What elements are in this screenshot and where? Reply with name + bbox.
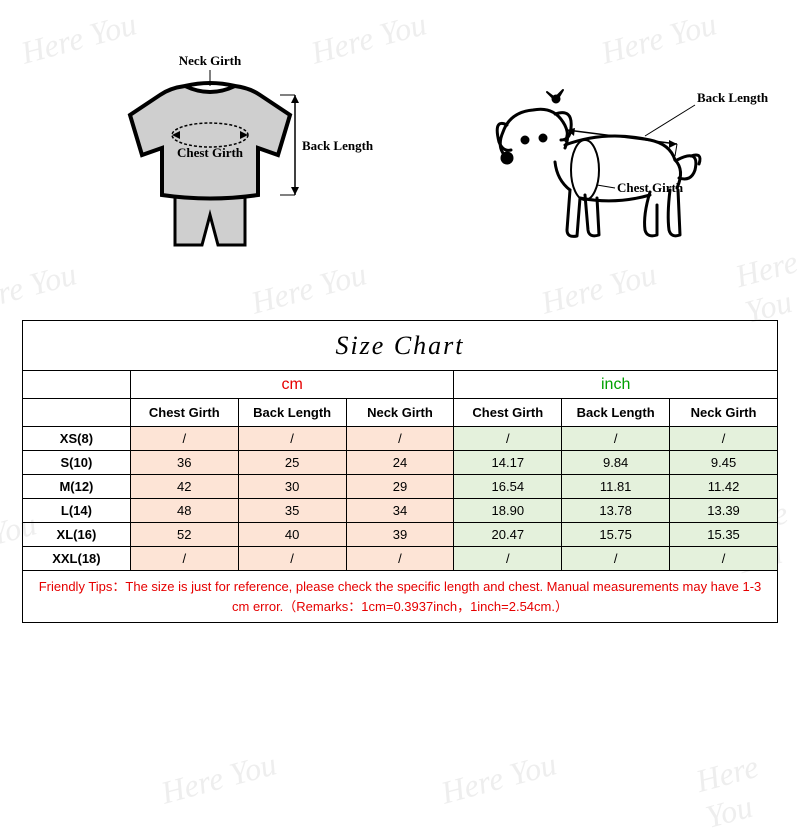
blank-cell: [23, 399, 131, 427]
cell: 13.39: [670, 499, 778, 523]
cell: 39: [346, 523, 454, 547]
cell: 24: [346, 451, 454, 475]
dog-diagram: Back Length Chest Girth: [485, 70, 785, 280]
cell: 9.45: [670, 451, 778, 475]
cell: 35: [238, 499, 346, 523]
cell: 18.90: [454, 499, 562, 523]
size-cell: M(12): [23, 475, 131, 499]
cell: /: [454, 427, 562, 451]
back-length-label: Back Length: [302, 138, 374, 153]
col-header: Back Length: [238, 399, 346, 427]
cell: /: [562, 547, 670, 571]
cell: /: [346, 547, 454, 571]
blank-cell: [23, 371, 131, 399]
unit-cm-header: cm: [130, 371, 454, 399]
table-title-row: Size Chart: [23, 321, 778, 371]
watermark: Here You: [692, 738, 800, 835]
size-cell: L(14): [23, 499, 131, 523]
column-header-row: Chest Girth Back Length Neck Girth Chest…: [23, 399, 778, 427]
cell: 13.78: [562, 499, 670, 523]
chest-girth-label: Chest Girth: [177, 145, 244, 160]
cell: /: [670, 427, 778, 451]
table-row: XXL(18) / / / / / /: [23, 547, 778, 571]
col-header: Neck Girth: [670, 399, 778, 427]
cell: /: [130, 547, 238, 571]
size-cell: XXL(18): [23, 547, 131, 571]
size-chart-table: Size Chart cm inch Chest Girth Back Leng…: [22, 320, 778, 623]
cell: 42: [130, 475, 238, 499]
cell: 29: [346, 475, 454, 499]
col-header: Chest Girth: [130, 399, 238, 427]
cell: /: [238, 427, 346, 451]
cell: 52: [130, 523, 238, 547]
size-cell: S(10): [23, 451, 131, 475]
col-header: Back Length: [562, 399, 670, 427]
friendly-tips: Friendly Tips：The size is just for refer…: [23, 571, 778, 623]
cell: 48: [130, 499, 238, 523]
size-chart-table-wrap: Size Chart cm inch Chest Girth Back Leng…: [22, 320, 778, 623]
cell: /: [238, 547, 346, 571]
cell: 30: [238, 475, 346, 499]
cell: 40: [238, 523, 346, 547]
cell: 15.75: [562, 523, 670, 547]
table-row: S(10) 36 25 24 14.17 9.84 9.45: [23, 451, 778, 475]
size-cell: XL(16): [23, 523, 131, 547]
cell: 9.84: [562, 451, 670, 475]
watermark: Here You: [157, 745, 280, 811]
table-row: L(14) 48 35 34 18.90 13.78 13.39: [23, 499, 778, 523]
table-row: XS(8) / / / / / /: [23, 427, 778, 451]
cell: /: [346, 427, 454, 451]
table-row: XL(16) 52 40 39 20.47 15.75 15.35: [23, 523, 778, 547]
neck-girth-label: Neck Girth: [179, 53, 242, 68]
watermark: Here You: [437, 745, 560, 811]
cell: /: [454, 547, 562, 571]
cell: /: [130, 427, 238, 451]
unit-inch-header: inch: [454, 371, 778, 399]
cell: 25: [238, 451, 346, 475]
cell: 34: [346, 499, 454, 523]
size-cell: XS(8): [23, 427, 131, 451]
cell: 11.81: [562, 475, 670, 499]
tips-row: Friendly Tips：The size is just for refer…: [23, 571, 778, 623]
shirt-diagram: Neck Girth Chest Girth Back Length: [100, 40, 380, 280]
table-title: Size Chart: [23, 321, 778, 371]
cell: 15.35: [670, 523, 778, 547]
cell: 20.47: [454, 523, 562, 547]
dog-back-length-label: Back Length: [697, 90, 769, 105]
cell: 36: [130, 451, 238, 475]
table-row: M(12) 42 30 29 16.54 11.81 11.42: [23, 475, 778, 499]
cell: 16.54: [454, 475, 562, 499]
cell: /: [670, 547, 778, 571]
col-header: Neck Girth: [346, 399, 454, 427]
unit-row: cm inch: [23, 371, 778, 399]
cell: /: [562, 427, 670, 451]
diagram-area: Neck Girth Chest Girth Back Length: [0, 0, 800, 300]
cell: 14.17: [454, 451, 562, 475]
cell: 11.42: [670, 475, 778, 499]
col-header: Chest Girth: [454, 399, 562, 427]
dog-chest-girth-label: Chest Girth: [617, 180, 684, 195]
